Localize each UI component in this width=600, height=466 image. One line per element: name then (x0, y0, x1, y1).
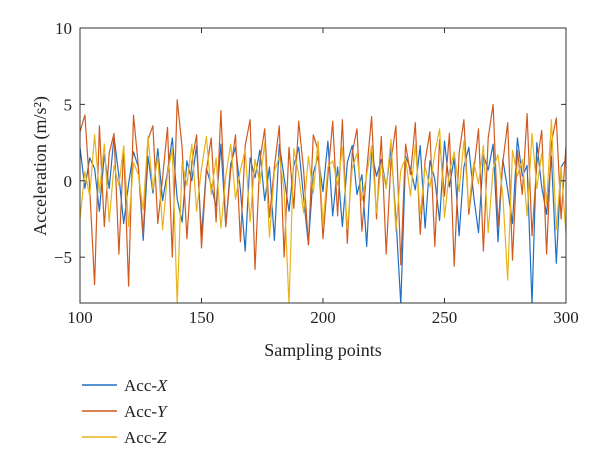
x-tick-label: 300 (553, 308, 579, 327)
y-axis-label: Acceleration (m/s²) (30, 96, 51, 236)
series-line-acc-y (80, 99, 566, 287)
legend-item-acc-z: Acc-Z (82, 428, 167, 447)
x-tick-label: 150 (189, 308, 215, 327)
plot-background (80, 28, 566, 303)
y-tick-label: 10 (55, 19, 72, 38)
series-line-acc-x (80, 135, 566, 303)
x-axis-label: Sampling points (264, 340, 382, 360)
legend-item-acc-y: Acc-Y (82, 402, 168, 421)
legend-item-acc-x: Acc-X (82, 376, 168, 395)
y-tick-label: 5 (64, 95, 73, 114)
y-tick-label: −5 (54, 248, 72, 267)
legend-label: Acc-X (124, 376, 168, 395)
legend: Acc-X Acc-Y Acc-Z (82, 376, 168, 447)
x-tick-label: 250 (432, 308, 458, 327)
legend-label: Acc-Y (124, 402, 168, 421)
x-tick-label: 200 (310, 308, 336, 327)
x-tick-label: 100 (67, 308, 93, 327)
tick-layer: 100 150 200 250 300 −5 0 5 10 (54, 19, 579, 327)
legend-label: Acc-Z (124, 428, 167, 447)
series-line-acc-z (80, 119, 566, 303)
y-tick-label: 0 (64, 172, 73, 191)
series-layer (80, 99, 566, 303)
